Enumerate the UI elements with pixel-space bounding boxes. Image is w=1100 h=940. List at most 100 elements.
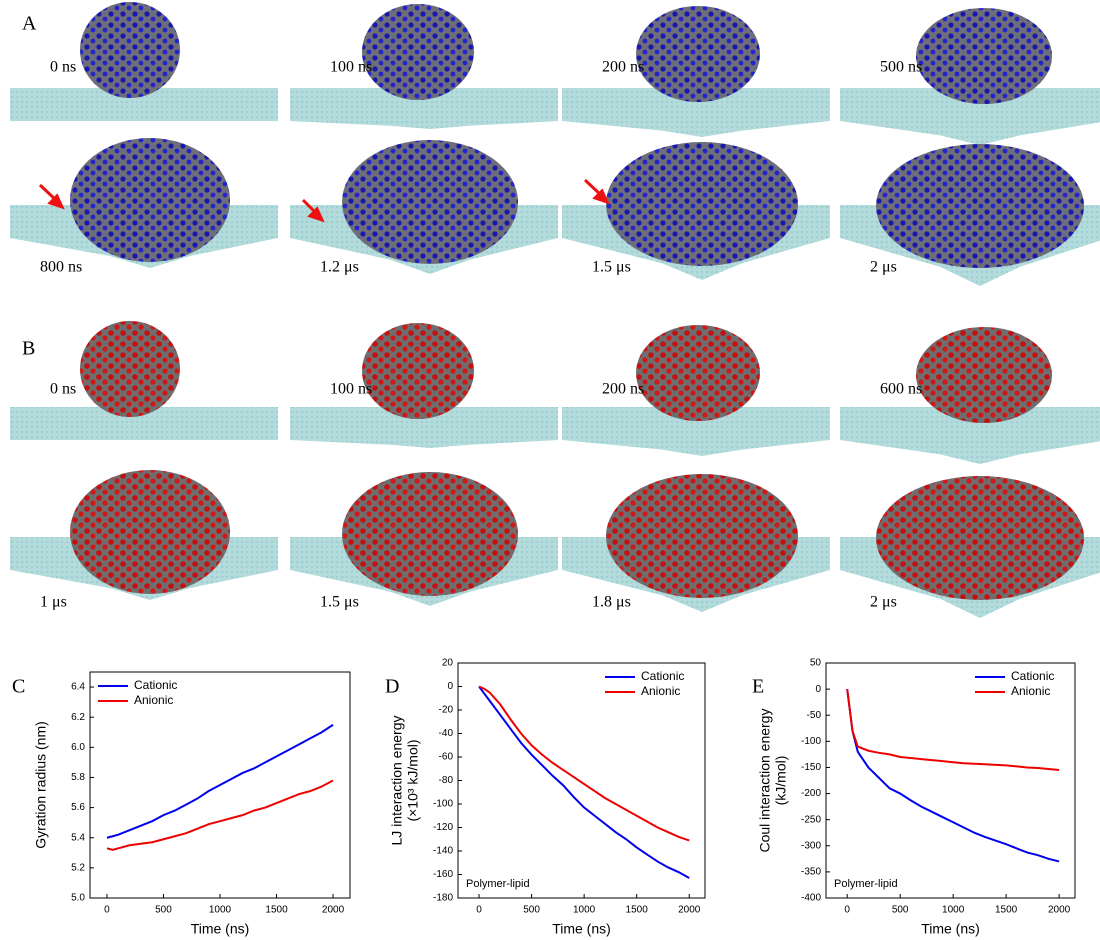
x-tick-label: 1000 <box>942 905 965 916</box>
y-tick-label: -80 <box>439 775 454 786</box>
polymer-particle <box>876 144 1084 268</box>
x-tick-label: 1500 <box>626 905 649 916</box>
membrane <box>562 407 830 456</box>
x-tick-label: 1500 <box>995 905 1018 916</box>
polymer-particle <box>876 476 1084 600</box>
polymer-particle <box>362 4 474 100</box>
y-axis-label: (kJ/mol) <box>773 756 789 806</box>
time-label: 2 μs <box>870 594 897 611</box>
legend-label: Cationic <box>134 678 177 692</box>
y-tick-label: 5.2 <box>71 863 85 874</box>
y-tick-label: -100 <box>801 736 821 747</box>
x-tick-label: 2000 <box>1048 905 1071 916</box>
x-tick-label: 1000 <box>209 905 232 916</box>
time-label: 200 ns <box>602 59 644 76</box>
line-series <box>478 685 690 842</box>
plot-frame <box>825 662 1076 899</box>
legend-label: Anionic <box>134 693 173 707</box>
polymer-particle <box>362 323 474 419</box>
y-tick-label: -120 <box>433 822 453 833</box>
polymer-particle <box>636 325 760 421</box>
polymer-particle <box>342 140 518 264</box>
polymer-particle <box>70 470 230 594</box>
x-tick-label: 2000 <box>678 905 701 916</box>
legend-label: Anionic <box>641 684 680 698</box>
legend-label: Cationic <box>641 669 684 683</box>
annotation: Polymer-lipid <box>834 878 898 890</box>
membrane <box>840 88 1100 145</box>
time-label: 1.5 μs <box>592 259 631 276</box>
y-tick-label: -200 <box>801 788 821 799</box>
time-label: 100 ns <box>330 59 372 76</box>
y-tick-label: -50 <box>807 710 822 721</box>
y-tick-label: 6.2 <box>71 712 85 723</box>
time-label: 1.5 μs <box>320 594 359 611</box>
legend-label: Anionic <box>1011 684 1050 698</box>
line-series <box>846 688 1060 772</box>
legend-label: Cationic <box>1011 669 1054 683</box>
x-tick-label: 500 <box>892 905 909 916</box>
time-label: 100 ns <box>330 381 372 398</box>
y-tick-label: 5.4 <box>71 832 85 843</box>
y-tick-label: -60 <box>439 752 454 763</box>
polymer-particle <box>80 321 180 417</box>
y-tick-label: -400 <box>801 893 821 904</box>
time-label: 1.8 μs <box>592 594 631 611</box>
time-label: 2 μs <box>870 259 897 276</box>
panel-label: B <box>22 338 35 360</box>
y-tick-label: 6.4 <box>71 682 85 693</box>
x-axis-label: Time (ns) <box>552 921 611 937</box>
arrows <box>38 178 610 223</box>
membrane <box>840 407 1100 464</box>
x-tick-label: 2000 <box>322 905 345 916</box>
y-tick-label: 5.0 <box>71 893 85 904</box>
y-tick-label: -250 <box>801 814 821 825</box>
x-tick-label: 0 <box>476 905 482 916</box>
time-label: 1 μs <box>40 594 67 611</box>
x-tick-label: 0 <box>104 905 110 916</box>
y-tick-label: 5.8 <box>71 772 85 783</box>
panel-label: E <box>752 676 764 698</box>
y-tick-label: -300 <box>801 840 821 851</box>
panel-label: D <box>385 676 399 698</box>
panel-label: A <box>22 13 37 35</box>
x-tick-label: 500 <box>155 905 172 916</box>
x-tick-label: 1000 <box>573 905 596 916</box>
x-axis-label: Time (ns) <box>191 921 250 937</box>
membrane <box>562 88 830 137</box>
membrane <box>10 88 278 121</box>
membrane <box>10 407 278 440</box>
membrane <box>290 88 558 129</box>
y-tick-label: 6.0 <box>71 742 85 753</box>
y-tick-label: 0 <box>815 684 821 695</box>
polymer-particle <box>70 138 230 262</box>
x-tick-label: 500 <box>523 905 540 916</box>
y-tick-label: 50 <box>810 658 822 669</box>
y-axis-label: (×10³ kJ/mol) <box>405 739 421 821</box>
time-label: 1.2 μs <box>320 259 359 276</box>
polymer-particle <box>916 8 1052 104</box>
y-tick-label: -40 <box>439 728 454 739</box>
line-series <box>478 685 690 879</box>
y-tick-label: -180 <box>433 893 453 904</box>
polymer-particle <box>606 142 798 266</box>
annotation: Polymer-lipid <box>466 878 530 890</box>
time-label: 200 ns <box>602 381 644 398</box>
y-tick-label: -100 <box>433 799 453 810</box>
y-tick-label: -140 <box>433 846 453 857</box>
time-label: 600 ns <box>880 381 922 398</box>
polymer-particle <box>80 2 180 98</box>
y-tick-label: 5.6 <box>71 802 85 813</box>
polymer-particle <box>606 474 798 598</box>
line-series <box>846 688 1060 863</box>
y-tick-label: 0 <box>447 681 453 692</box>
x-tick-label: 1500 <box>265 905 288 916</box>
line-series <box>106 779 334 851</box>
y-tick-label: -20 <box>439 705 454 716</box>
time-label: 0 ns <box>50 381 76 398</box>
y-tick-label: -150 <box>801 762 821 773</box>
time-label: 500 ns <box>880 59 922 76</box>
x-axis-label: Time (ns) <box>921 921 980 937</box>
polymer-particle <box>342 472 518 596</box>
